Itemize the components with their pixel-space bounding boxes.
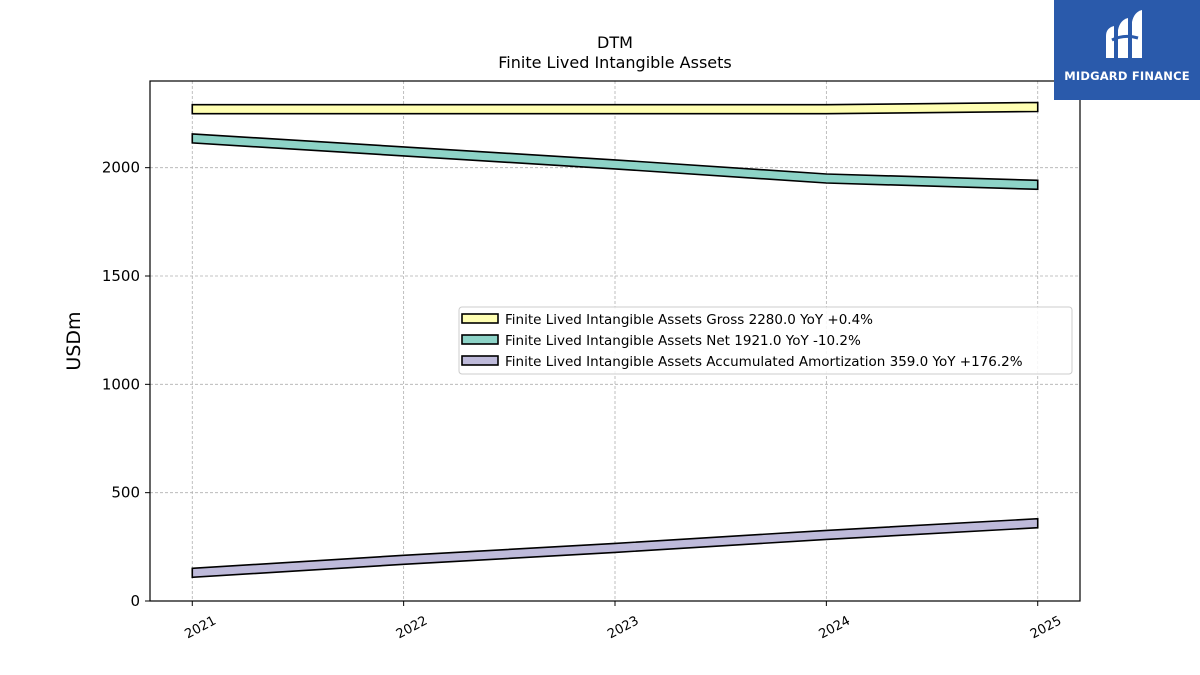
series-line <box>191 101 1039 115</box>
x-tick-label: 2023 <box>605 614 641 643</box>
legend-swatch <box>461 355 499 366</box>
legend-label: Finite Lived Intangible Assets Net 1921.… <box>505 333 861 349</box>
series-line <box>191 517 1039 579</box>
chart-title: DTM <box>597 33 633 52</box>
x-tick-label: 2022 <box>394 614 430 643</box>
y-tick-label: 2000 <box>102 159 140 177</box>
y-tick-label: 1500 <box>102 267 140 285</box>
legend-label: Finite Lived Intangible Assets Accumulat… <box>505 354 1023 370</box>
y-tick-label: 0 <box>130 592 140 610</box>
x-tick-label: 2021 <box>182 614 218 643</box>
legend-label: Finite Lived Intangible Assets Gross 228… <box>505 312 873 328</box>
brand-logo: MIDGARD FINANCE <box>1054 0 1200 100</box>
y-tick-label: 500 <box>111 484 140 502</box>
y-tick-label: 1000 <box>102 375 140 393</box>
series-group <box>191 101 1039 579</box>
legend: Finite Lived Intangible Assets Gross 228… <box>458 306 1073 375</box>
x-tick-label: 2025 <box>1028 614 1064 643</box>
legend-box <box>458 306 1073 375</box>
chart-subtitle: Finite Lived Intangible Assets <box>498 53 731 72</box>
series-line <box>191 133 1039 191</box>
legend-swatch <box>461 334 499 345</box>
brand-name: MIDGARD FINANCE <box>1064 69 1190 83</box>
x-tick-label: 2024 <box>817 614 853 643</box>
brand-mark-icon <box>1106 10 1142 58</box>
y-axis-label: USDm <box>63 311 85 370</box>
legend-swatch <box>461 313 499 324</box>
